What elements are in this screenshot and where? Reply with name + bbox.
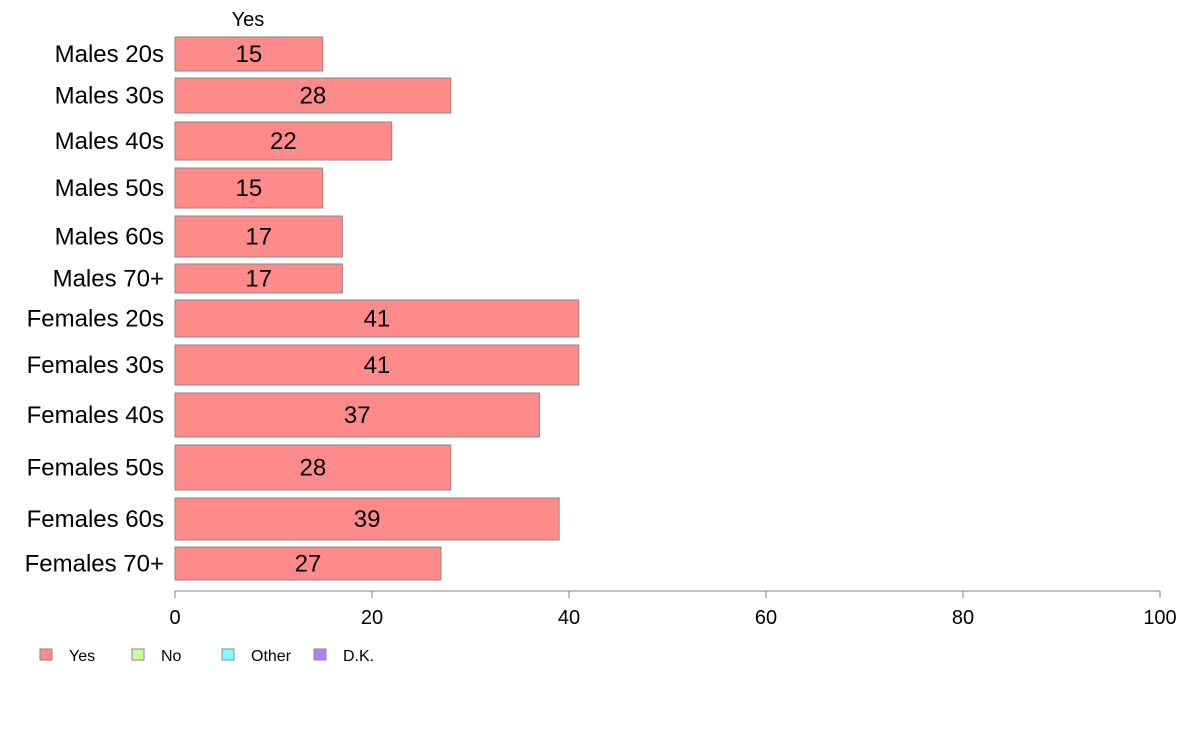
value-label: 28 xyxy=(300,83,327,110)
bar-row: Males 70+ 17 xyxy=(53,263,343,294)
category-label: Males 20s xyxy=(55,41,164,68)
bar-segment xyxy=(174,497,560,541)
value-label: 41 xyxy=(364,306,391,333)
bar-segment xyxy=(174,121,393,161)
bars-group: Males 20s 15 Males 30s 28 Males 40s 22 Males 5… xyxy=(25,36,580,581)
category-label: Females 60s xyxy=(27,506,164,533)
legend-swatch xyxy=(131,648,145,661)
category-label: Males 30s xyxy=(55,83,164,110)
bar-row: Females 30s 41 xyxy=(27,344,580,386)
x-tick-label: 40 xyxy=(558,607,580,629)
x-tick-label: 0 xyxy=(169,607,180,629)
value-label: 41 xyxy=(364,352,391,379)
x-tick-label: 20 xyxy=(361,607,383,629)
column-header: Yes xyxy=(232,9,265,31)
value-label: 27 xyxy=(295,551,322,578)
x-axis: 0 20 40 60 80 100 xyxy=(169,590,1177,629)
value-label: 28 xyxy=(300,455,327,482)
bar-segment xyxy=(174,77,452,114)
category-label: Females 20s xyxy=(27,306,164,333)
category-label: Females 40s xyxy=(27,402,164,429)
x-tick-label: 80 xyxy=(952,607,974,629)
bar-segment xyxy=(174,392,540,438)
category-label: Females 50s xyxy=(27,455,164,482)
bar-segment xyxy=(174,444,452,491)
bar-row: Females 70+ 27 xyxy=(25,546,442,581)
category-label: Males 60s xyxy=(55,224,164,251)
legend-label: D.K. xyxy=(343,648,374,665)
category-label: Females 70+ xyxy=(25,551,164,578)
bar-row: Females 50s 28 xyxy=(27,444,452,491)
legend-item: Yes xyxy=(39,648,95,665)
legend-label: Other xyxy=(251,648,292,665)
legend: Yes No Other D.K. xyxy=(39,648,374,665)
bar-segment xyxy=(174,299,580,338)
category-label: Females 30s xyxy=(27,352,164,379)
legend-label: No xyxy=(161,648,182,665)
legend-item: Other xyxy=(221,648,292,665)
value-label: 17 xyxy=(245,224,272,251)
bar-row: Males 20s 15 xyxy=(55,36,324,72)
bar-row: Males 30s 28 xyxy=(55,77,452,114)
value-label: 39 xyxy=(354,506,381,533)
legend-label: Yes xyxy=(69,648,95,665)
x-tick-label: 60 xyxy=(755,607,777,629)
legend-swatch xyxy=(221,648,235,661)
bar-row: Females 40s 37 xyxy=(27,392,540,438)
category-label: Males 50s xyxy=(55,175,164,202)
bar-row: Males 60s 17 xyxy=(55,215,343,258)
value-label: 15 xyxy=(236,41,263,68)
category-label: Males 40s xyxy=(55,128,164,155)
x-tick-label: 100 xyxy=(1143,607,1176,629)
bar-segment xyxy=(174,215,343,258)
value-label: 17 xyxy=(245,266,272,293)
bar-segment xyxy=(174,167,324,209)
legend-item: D.K. xyxy=(313,648,374,665)
legend-item: No xyxy=(131,648,182,665)
value-label: 15 xyxy=(236,175,263,202)
legend-swatch xyxy=(39,648,53,661)
value-label: 37 xyxy=(344,402,371,429)
bar-segment xyxy=(174,546,442,581)
bar-segment xyxy=(174,263,343,294)
bar-row: Females 60s 39 xyxy=(27,497,560,541)
bar-row: Males 40s 22 xyxy=(55,121,393,161)
bar-segment xyxy=(174,36,324,72)
bar-segment xyxy=(174,344,580,386)
legend-swatch xyxy=(313,648,327,661)
value-label: 22 xyxy=(270,128,297,155)
bar-row: Males 50s 15 xyxy=(55,167,324,209)
category-label: Males 70+ xyxy=(53,266,164,293)
bar-row: Females 20s 41 xyxy=(27,299,580,338)
